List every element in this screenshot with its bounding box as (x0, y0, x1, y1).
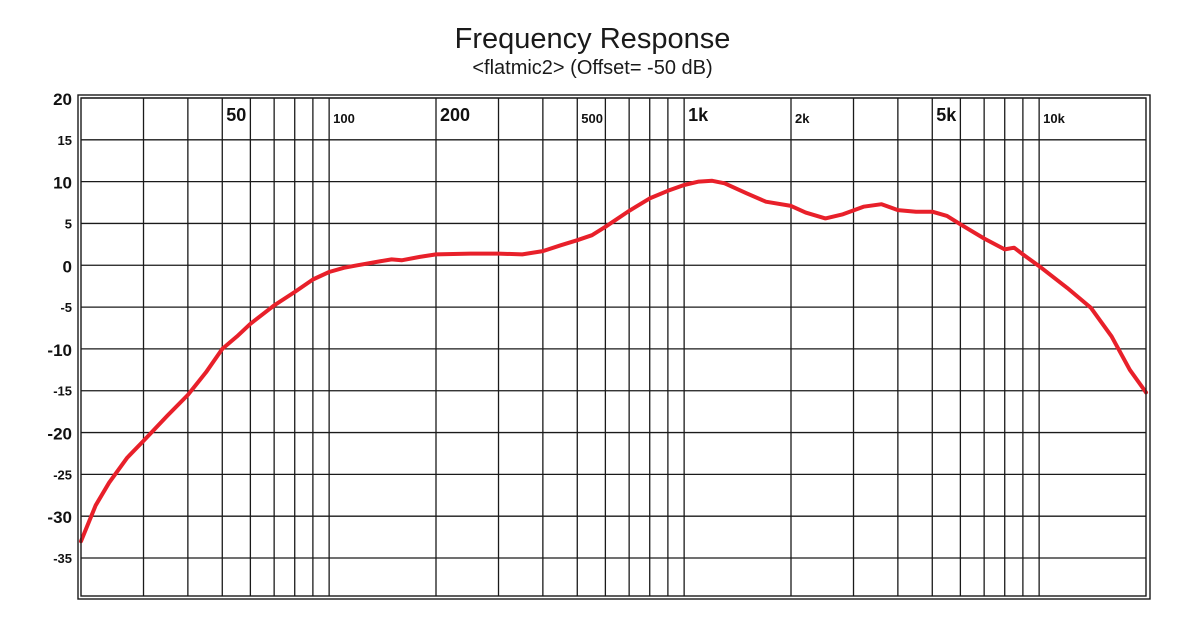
y-tick-label: -30 (47, 508, 72, 527)
y-tick-label: 20 (53, 90, 72, 109)
y-tick-label: -35 (53, 551, 72, 566)
plot-inner-border (80, 97, 1147, 597)
y-tick-label: 10 (53, 174, 72, 193)
x-tick-label: 10k (1043, 111, 1065, 126)
x-tick-label: 100 (333, 111, 355, 126)
y-tick-label: 0 (63, 257, 72, 276)
chart-frame (77, 94, 1151, 600)
y-tick-label: -5 (60, 300, 72, 315)
y-tick-label: -25 (53, 467, 72, 482)
frequency-response-line (79, 178, 1148, 544)
chart-title: Frequency Response (454, 23, 731, 55)
x-tick-label: 50 (226, 105, 246, 125)
y-tick-label: -15 (53, 384, 72, 399)
y-tick-label: -10 (47, 341, 72, 360)
x-tick-label: 200 (440, 105, 470, 125)
y-tick-label: 15 (58, 133, 72, 148)
chart-series (79, 178, 1148, 544)
x-tick-label: 2k (795, 111, 810, 126)
x-tick-label: 500 (581, 111, 603, 126)
y-tick-label: 5 (65, 216, 72, 231)
chart-title-block: Frequency Response <flatmic2> (Offset= -… (0, 22, 1185, 80)
chart-subtitle: <flatmic2> (Offset= -50 dB) (472, 57, 713, 79)
y-tick-label: -20 (47, 425, 72, 444)
x-tick-label: 1k (688, 105, 709, 125)
x-tick-label: 5k (936, 105, 957, 125)
plot-outer-border (77, 94, 1151, 600)
chart-grid (81, 97, 1146, 596)
